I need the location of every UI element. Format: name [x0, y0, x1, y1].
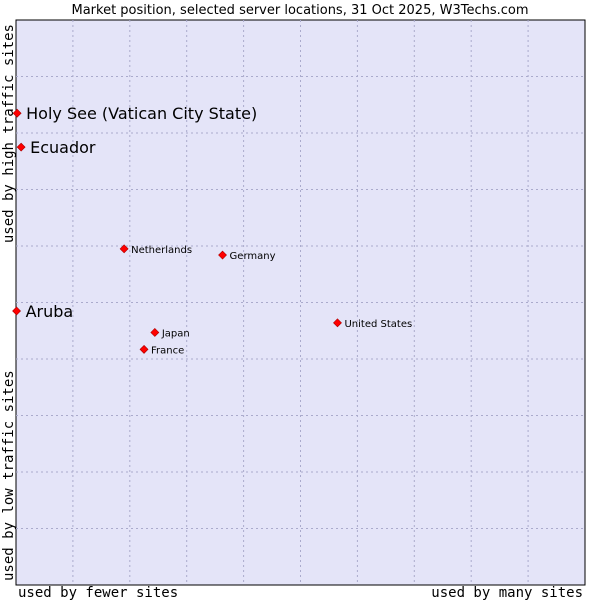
- data-point-marker: [16, 142, 26, 152]
- y-axis-label-bottom: used by low traffic sites: [1, 370, 17, 581]
- data-point-label: France: [151, 345, 184, 356]
- data-point-label: Germany: [230, 251, 276, 262]
- y-axis-label-top: used by high traffic sites: [1, 24, 17, 243]
- x-axis-label-left: used by fewer sites: [18, 585, 178, 600]
- data-point-marker: [12, 306, 21, 316]
- data-point-marker: [333, 318, 342, 328]
- x-axis-label-right: used by many sites: [431, 585, 583, 600]
- data-point-marker: [12, 108, 22, 118]
- data-point-label: United States: [344, 319, 412, 330]
- chart-title: Market position, selected server locatio…: [71, 3, 528, 18]
- data-point-label: Japan: [161, 328, 190, 339]
- data-point-label: Holy See (Vatican City State): [26, 104, 257, 123]
- data-point-marker: [150, 328, 160, 337]
- data-point-label: Ecuador: [30, 138, 96, 157]
- grid-lines: [16, 20, 585, 585]
- data-point-label: Aruba: [26, 302, 74, 321]
- data-point-marker: [218, 250, 227, 260]
- data-points: Holy See (Vatican City State) Ecuador Arub…: [12, 104, 412, 356]
- data-point-marker: [119, 244, 129, 254]
- data-point-marker: [139, 344, 149, 354]
- data-point-label: Netherlands: [131, 245, 192, 256]
